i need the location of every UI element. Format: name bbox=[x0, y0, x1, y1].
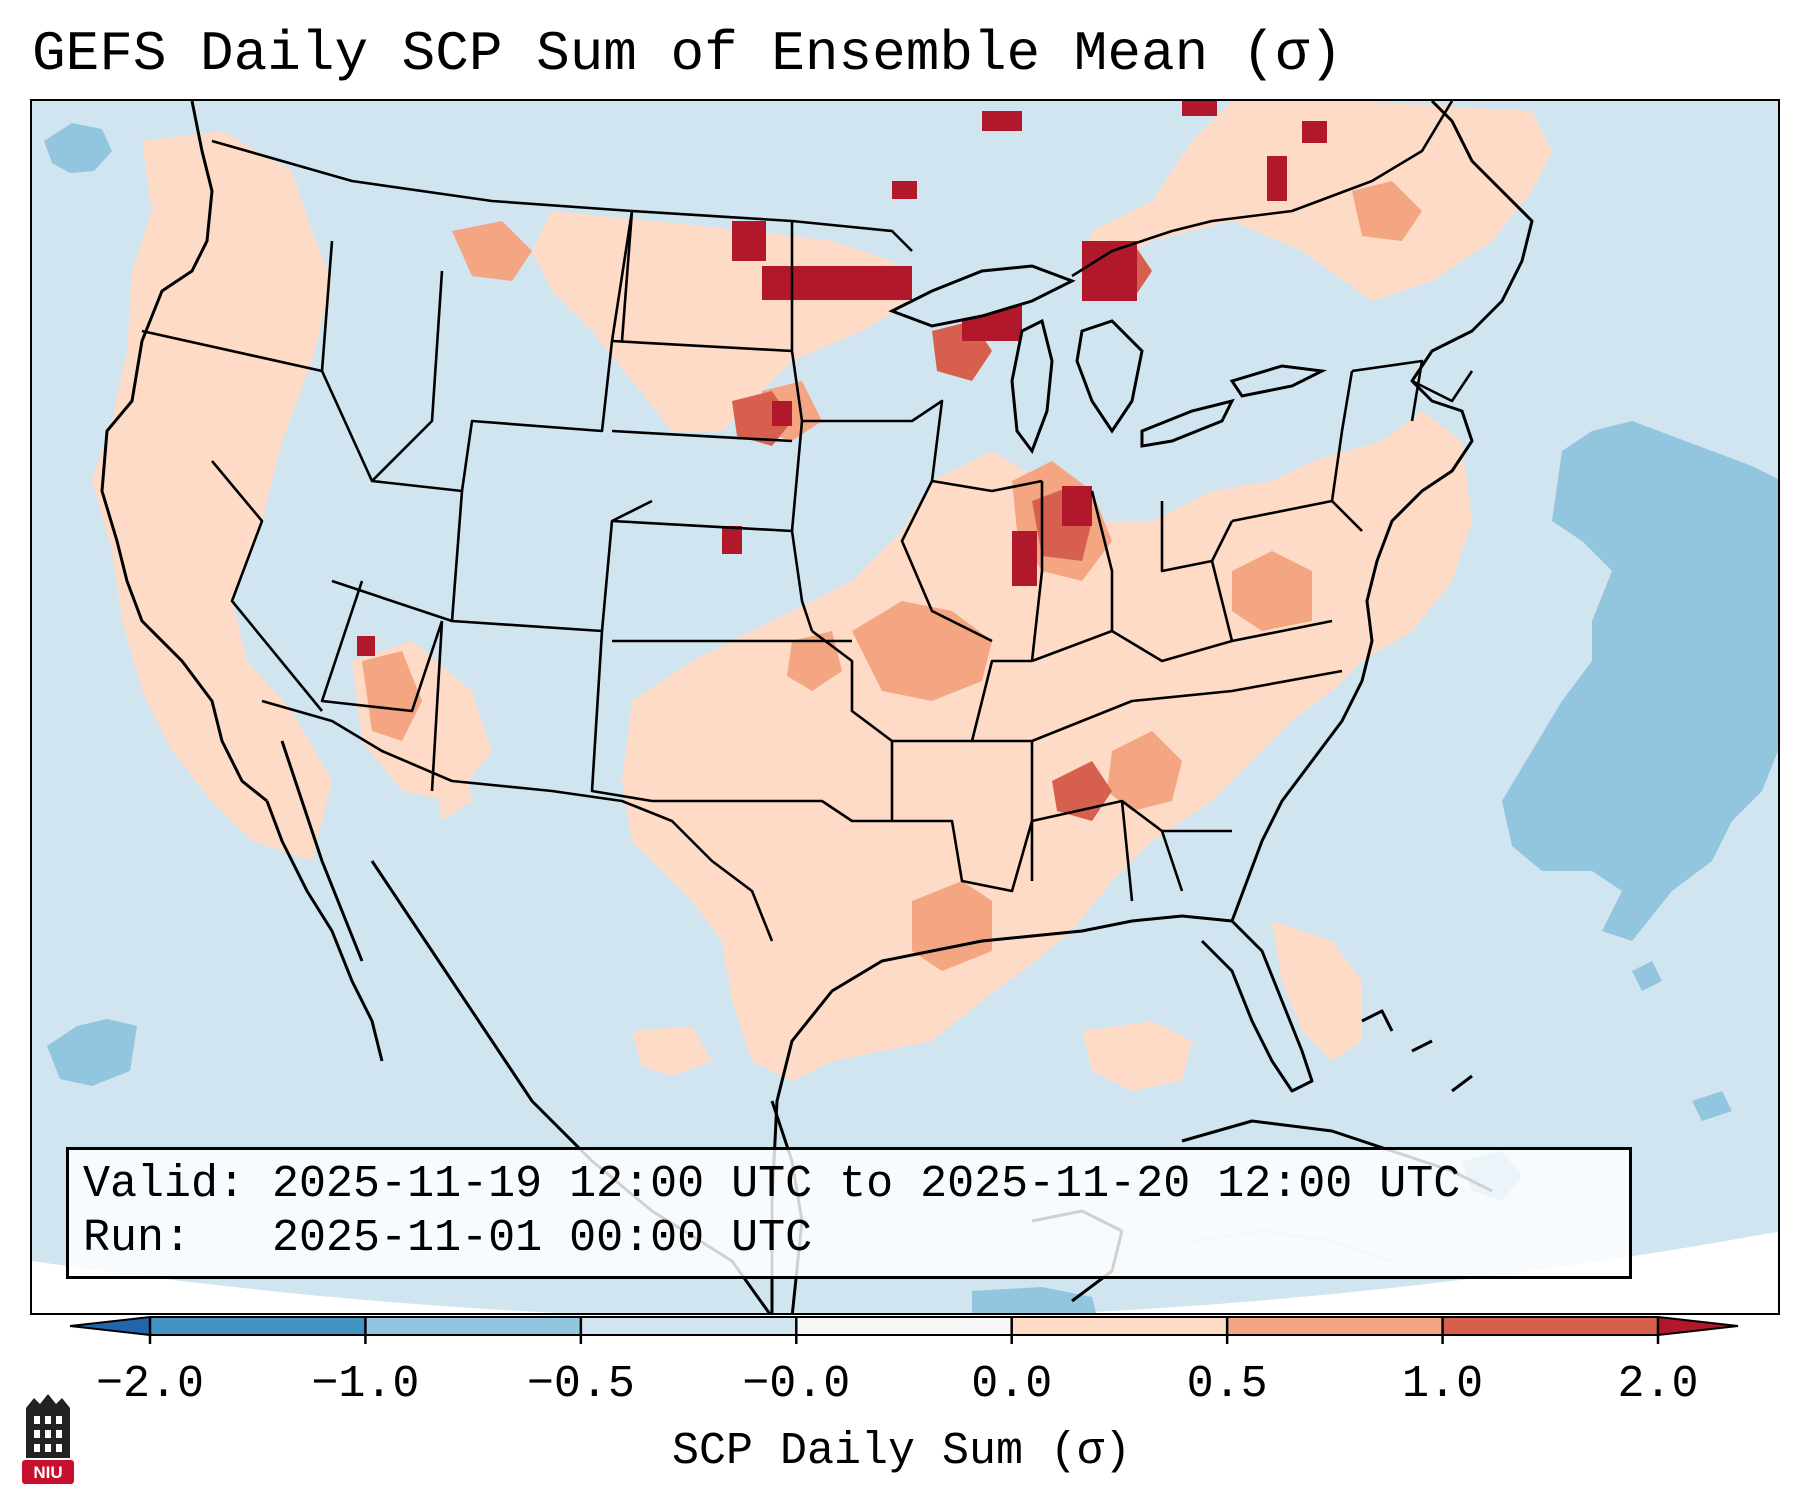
colorbar-tick-label: 0.5 bbox=[1186, 1359, 1268, 1410]
state-borders bbox=[141, 101, 1474, 942]
colorbar-tick-marks bbox=[148, 1317, 1660, 1344]
colorbar-under-arrow bbox=[70, 1317, 150, 1335]
colorbar-tick-label: −2.0 bbox=[95, 1359, 205, 1410]
colorbar-segment bbox=[1442, 1317, 1659, 1335]
colorbar-outline bbox=[70, 1316, 1739, 1336]
colorbar-tick-label: −1.0 bbox=[311, 1359, 420, 1410]
logo-text: NIU bbox=[33, 1463, 62, 1482]
valid-value: 2025-11-19 12:00 UTC to 2025-11-20 12:00… bbox=[272, 1159, 1461, 1210]
university-tower-icon: NIU bbox=[22, 1394, 74, 1484]
colorbar bbox=[70, 1316, 1739, 1344]
map-canvas bbox=[32, 101, 1778, 1313]
great-lakes bbox=[888, 264, 1328, 455]
run-label: Run: bbox=[83, 1213, 192, 1264]
map-panel[interactable] bbox=[30, 99, 1780, 1315]
colorbar-segment bbox=[365, 1317, 582, 1335]
colorbar-tick-label: −0.0 bbox=[742, 1359, 851, 1410]
colorbar-tick-label: 2.0 bbox=[1617, 1359, 1699, 1410]
colorbar-over-arrow bbox=[1658, 1317, 1738, 1335]
run-row: Run: 2025-11-01 00:00 UTC bbox=[83, 1212, 1615, 1266]
colorbar-segment bbox=[796, 1317, 1013, 1335]
colorbar-tick-label: −0.5 bbox=[526, 1359, 635, 1410]
valid-row: Valid: 2025-11-19 12:00 UTC to 2025-11-2… bbox=[83, 1158, 1615, 1212]
valid-run-info-box: Valid: 2025-11-19 12:00 UTC to 2025-11-2… bbox=[66, 1147, 1632, 1279]
colorbar-segments bbox=[150, 1317, 1659, 1335]
run-value: 2025-11-01 00:00 UTC bbox=[272, 1213, 813, 1264]
colorbar-segment bbox=[580, 1317, 797, 1335]
chart-title: GEFS Daily SCP Sum of Ensemble Mean (σ) bbox=[32, 22, 1343, 86]
colorbar-tick-label: 0.0 bbox=[971, 1359, 1053, 1410]
colorbar-segment bbox=[1011, 1317, 1228, 1335]
colorbar-label: SCP Daily Sum (σ) bbox=[671, 1426, 1132, 1477]
colorbar-segment bbox=[150, 1317, 366, 1335]
valid-label: Valid: bbox=[83, 1159, 246, 1210]
colorbar-tick-label: 1.0 bbox=[1402, 1359, 1484, 1410]
colorbar-segment bbox=[1227, 1317, 1444, 1335]
